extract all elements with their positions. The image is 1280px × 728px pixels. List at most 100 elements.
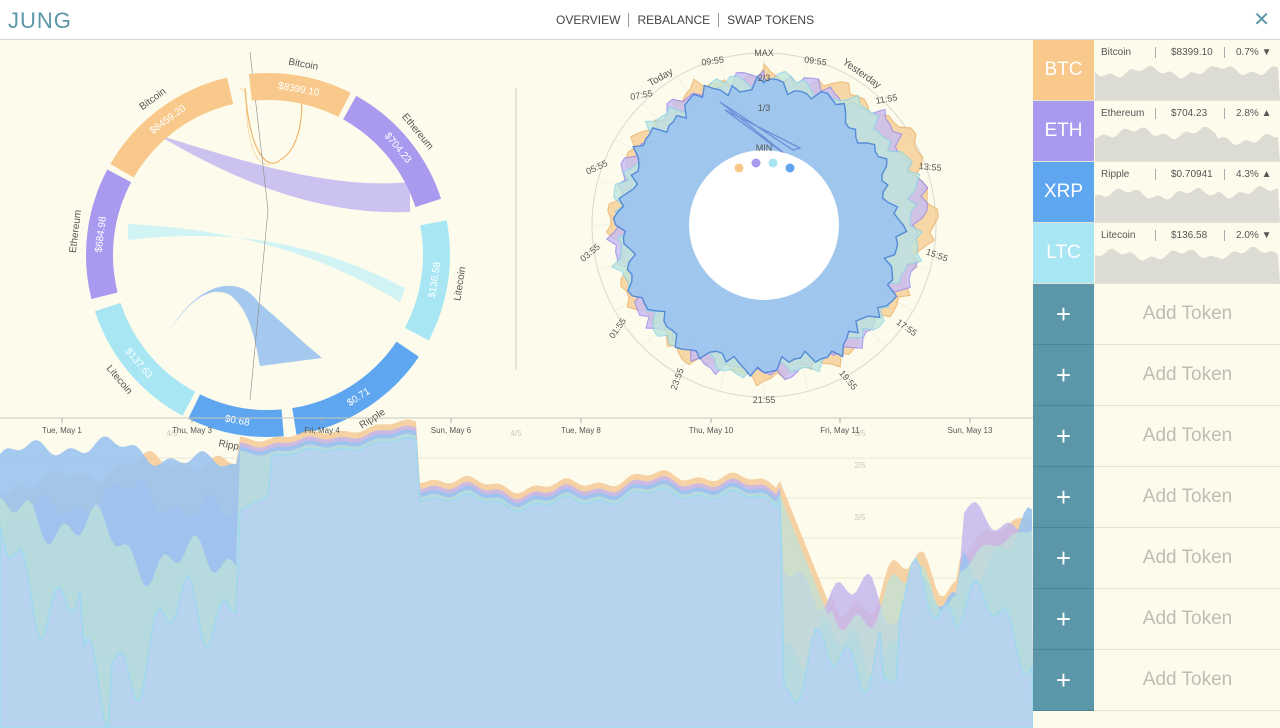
add-token-button[interactable]: + [1033,650,1094,711]
divider [1224,169,1225,180]
divider [1224,230,1225,241]
token-sparkline [1095,119,1280,161]
token-price: $136.58 [1171,230,1207,241]
token-change: 2.8% ▲ [1236,108,1271,119]
chord-arc-name: Ethereum [68,209,84,253]
add-token-label[interactable]: Add Token [1095,406,1280,467]
radial-chart: MAX 2/3 1/3 MIN Today Yesterday 09:5511:… [578,48,949,405]
token-symbol-badge[interactable]: LTC [1033,223,1094,283]
divider [1155,108,1156,119]
token-price: $704.23 [1171,108,1207,119]
token-row-btc[interactable]: BTC Bitcoin $8399.10 0.7% ▼ [1033,40,1280,101]
add-token-button[interactable]: + [1033,284,1094,345]
timeline-date-label: Thu, May 10 [689,426,734,435]
nav-swap-tokens[interactable]: SWAP TOKENS [719,13,822,27]
token-price: $8399.10 [1171,47,1213,58]
add-token-row[interactable]: + Add Token [1033,284,1280,344]
nav-overview[interactable]: OVERVIEW [548,13,629,27]
radial-center [689,150,839,300]
radial-label-today: Today [646,66,675,89]
chord-arc[interactable] [405,220,450,340]
timeline-date-label: Thu, May 3 [172,426,213,435]
token-row-xrp[interactable]: XRP Ripple $0.70941 4.3% ▲ [1033,162,1280,223]
token-name: Ripple [1101,169,1129,180]
radial-time-label: 07:55 [630,88,654,102]
divider [1155,230,1156,241]
top-bar: JUNG OVERVIEW REBALANCE SWAP TOKENS ✕ [0,0,1280,40]
radial-label-min: MIN [756,143,773,153]
timeline-date-label: Tue, May 1 [42,426,82,435]
radial-time-label: 11:55 [875,92,898,106]
radial-time-label: 21:55 [753,395,776,405]
token-name: Litecoin [1101,230,1135,241]
add-token-row[interactable]: + Add Token [1033,467,1280,527]
add-token-button[interactable]: + [1033,345,1094,406]
token-sparkline [1095,241,1280,283]
chord-arc-name: Bitcoin [288,57,320,73]
add-token-label[interactable]: Add Token [1095,284,1280,345]
token-sparkline [1095,180,1280,222]
add-token-button[interactable]: + [1033,589,1094,650]
timeline-date-label: Fri, May 4 [304,426,340,435]
timeline-date-label: Sun, May 6 [431,426,472,435]
chord-arc-name: Litecoin [452,266,468,302]
radial-label-two-thirds: 2/3 [758,73,771,83]
add-token-row[interactable]: + Add Token [1033,406,1280,466]
add-token-label[interactable]: Add Token [1095,467,1280,528]
timeline-date-label: Tue, May 8 [561,426,601,435]
divider [1155,169,1156,180]
token-row-eth[interactable]: ETH Ethereum $704.23 2.8% ▲ [1033,101,1280,162]
add-token-label[interactable]: Add Token [1095,650,1280,711]
add-token-label[interactable]: Add Token [1095,589,1280,650]
nav-rebalance[interactable]: REBALANCE [629,13,719,27]
app-logo[interactable]: JUNG [8,8,72,34]
radial-time-label: 19:55 [837,368,859,392]
add-token-label[interactable]: Add Token [1095,528,1280,589]
token-change: 2.0% ▼ [1236,230,1271,241]
token-symbol-badge[interactable]: ETH [1033,101,1094,161]
add-token-row[interactable]: + Add Token [1033,650,1280,710]
timeline-date-label: Sun, May 13 [948,426,993,435]
chord-ribbon-litecoin [128,224,405,302]
add-token-button[interactable]: + [1033,467,1094,528]
add-token-row[interactable]: + Add Token [1033,528,1280,588]
token-row-ltc[interactable]: LTC Litecoin $136.58 2.0% ▼ [1033,223,1280,284]
add-token-row[interactable]: + Add Token [1033,589,1280,649]
token-name: Ethereum [1101,108,1144,119]
chord-ribbon-ripple [170,286,322,366]
token-symbol-badge[interactable]: BTC [1033,40,1094,100]
main-nav: OVERVIEW REBALANCE SWAP TOKENS [548,13,822,27]
radial-time-label: 15:55 [925,247,950,264]
radial-label-one-third: 1/3 [758,103,771,113]
radial-legend-dot[interactable] [769,159,778,168]
token-name: Bitcoin [1101,47,1131,58]
radial-time-label: 05:55 [584,158,609,177]
timeline-date-label: Fri, May 11 [820,426,860,435]
chord-arc[interactable] [95,303,195,416]
radial-time-label: 09:55 [804,55,828,68]
add-token-row[interactable]: + Add Token [1033,345,1280,405]
token-change: 4.3% ▲ [1236,169,1271,180]
add-token-button[interactable]: + [1033,528,1094,589]
token-info: Bitcoin $8399.10 0.7% ▼ [1095,40,1280,100]
token-info: Ethereum $704.23 2.8% ▲ [1095,101,1280,161]
token-symbol-badge[interactable]: XRP [1033,162,1094,222]
token-info: Litecoin $136.58 2.0% ▼ [1095,223,1280,283]
chord-arc[interactable] [86,170,131,299]
radial-time-label: 13:55 [919,161,942,173]
token-change: 0.7% ▼ [1236,47,1271,58]
add-token-label[interactable]: Add Token [1095,345,1280,406]
radial-legend-dot[interactable] [752,159,761,168]
token-sidebar: BTC Bitcoin $8399.10 0.7% ▼ ETH Ethereum… [1033,40,1280,728]
add-token-button[interactable]: + [1033,406,1094,467]
divider [1155,47,1156,58]
close-icon[interactable]: ✕ [1253,7,1270,32]
token-info: Ripple $0.70941 4.3% ▲ [1095,162,1280,222]
token-sparkline [1095,58,1280,100]
radial-legend-dot[interactable] [735,164,744,173]
radial-time-label: 03:55 [578,242,602,264]
radial-legend-dot[interactable] [786,164,795,173]
divider [1224,108,1225,119]
chord-ribbon-ethereum [158,135,410,212]
